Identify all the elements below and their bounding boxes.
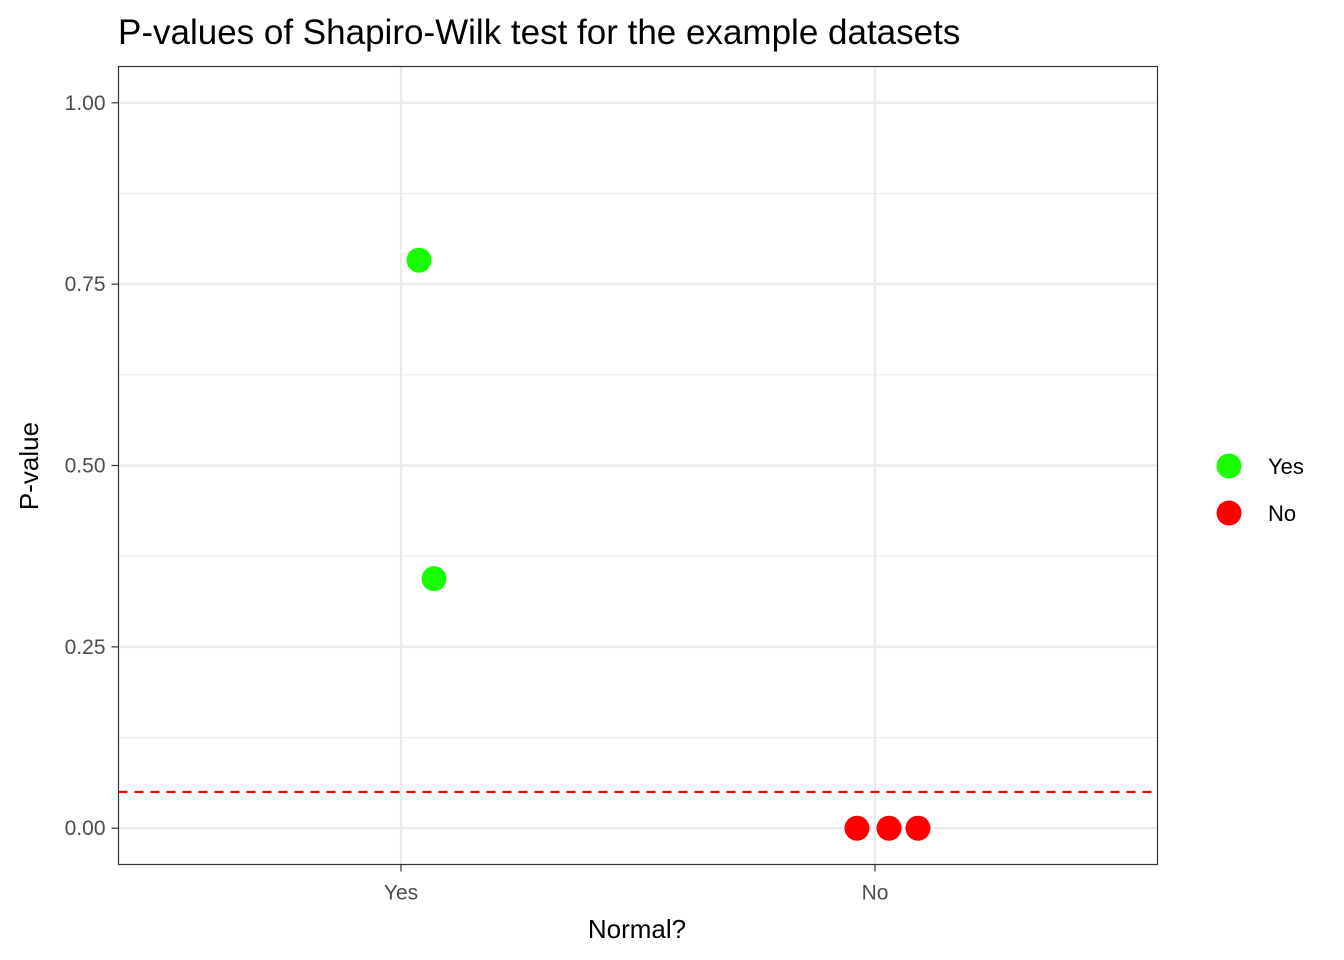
y-tick-label: 0.50 bbox=[65, 455, 106, 478]
x-axis-title: Normal? bbox=[588, 914, 686, 944]
y-axis-title: P-value bbox=[14, 422, 44, 510]
grid-lines bbox=[118, 66, 1158, 865]
data-points bbox=[406, 247, 931, 841]
y-axis: 0.00 0.25 0.50 0.75 1.00 bbox=[65, 92, 119, 840]
y-tick-label: 0.00 bbox=[65, 817, 106, 840]
legend: Yes No bbox=[1216, 453, 1304, 526]
legend-key-no bbox=[1216, 500, 1242, 526]
y-tick-label: 0.75 bbox=[65, 273, 106, 296]
data-point-yes bbox=[421, 566, 447, 592]
legend-key-yes bbox=[1216, 453, 1242, 479]
chart-title: P-values of Shapiro-Wilk test for the ex… bbox=[118, 13, 960, 52]
legend-label: Yes bbox=[1268, 454, 1304, 479]
data-point-no bbox=[876, 815, 902, 841]
x-axis: Yes No bbox=[384, 864, 889, 905]
data-point-no bbox=[844, 815, 870, 841]
legend-label: No bbox=[1268, 501, 1296, 526]
data-point-yes bbox=[406, 247, 432, 273]
x-tick-label: Yes bbox=[384, 882, 418, 905]
y-tick-label: 0.25 bbox=[65, 636, 106, 659]
y-tick-label: 1.00 bbox=[65, 92, 106, 115]
data-point-no bbox=[905, 815, 931, 841]
x-tick-label: No bbox=[862, 882, 889, 905]
